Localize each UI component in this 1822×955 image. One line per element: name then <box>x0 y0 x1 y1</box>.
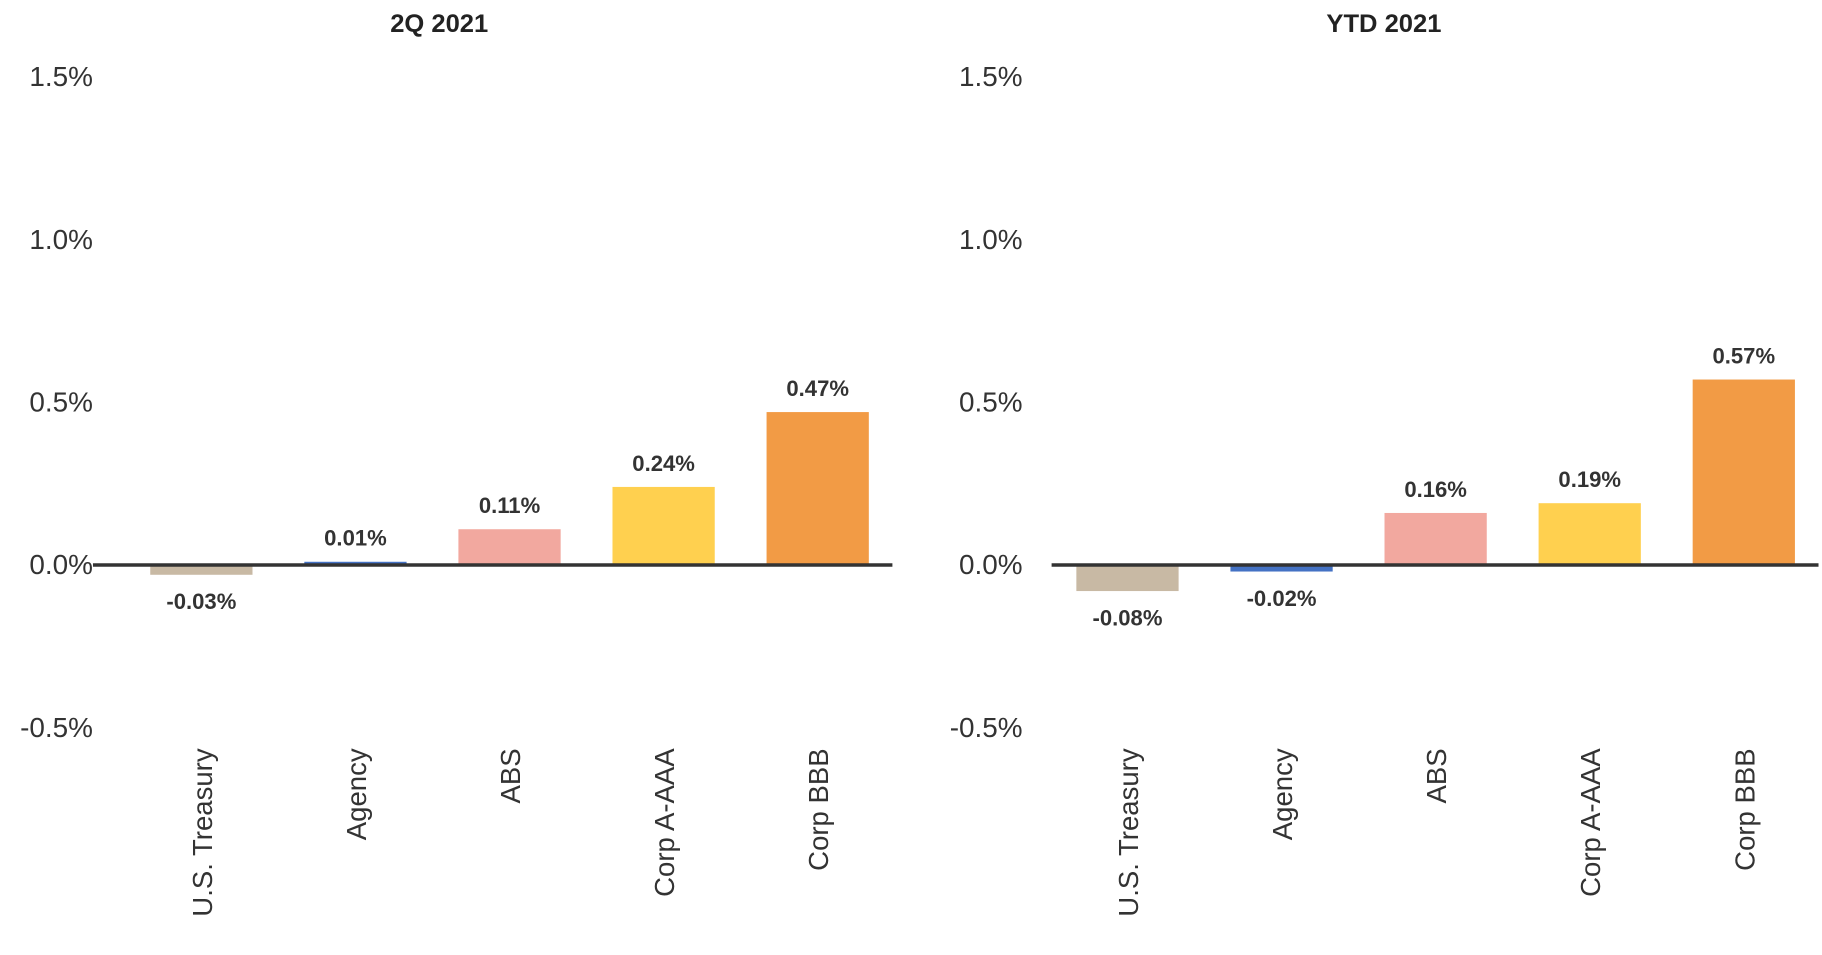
bar <box>1692 379 1795 566</box>
value-label: 0.16% <box>1404 477 1467 502</box>
y-tick-label: 0.0% <box>959 549 1023 580</box>
value-label: 0.19% <box>1558 467 1621 492</box>
chart-title: 2Q 2021 <box>390 10 488 38</box>
x-tick-label: Agency <box>1267 748 1298 840</box>
value-label: -0.03% <box>166 589 236 614</box>
y-tick-label: 1.0% <box>959 224 1023 255</box>
chart-title: YTD 2021 <box>1326 10 1441 38</box>
value-label: -0.08% <box>1093 606 1163 631</box>
bar <box>458 529 561 566</box>
y-tick-label: 0.0% <box>29 549 93 580</box>
value-label: 0.11% <box>479 493 540 518</box>
x-tick-label: ABS <box>1421 748 1452 803</box>
y-tick-label: -0.5% <box>20 712 93 743</box>
x-tick-label: Corp A-AAA <box>649 748 680 897</box>
y-tick-label: 1.5% <box>29 61 93 92</box>
x-tick-label: Corp A-AAA <box>1575 748 1606 897</box>
y-tick-label: 0.5% <box>959 387 1023 418</box>
bar <box>1538 503 1641 566</box>
x-tick-label: U.S. Treasury <box>1113 748 1144 916</box>
value-label: -0.02% <box>1247 586 1317 611</box>
x-tick-label: Corp BBB <box>1729 748 1760 870</box>
x-tick-label: Corp BBB <box>803 748 834 870</box>
bar <box>150 565 253 575</box>
y-tick-label: 1.5% <box>959 61 1023 92</box>
bar <box>1076 565 1179 592</box>
bar <box>1384 512 1487 566</box>
x-tick-label: ABS <box>495 748 526 803</box>
y-tick-label: 0.5% <box>29 387 93 418</box>
x-tick-label: Agency <box>341 748 372 840</box>
bar <box>612 486 715 566</box>
y-tick-label: 1.0% <box>29 224 93 255</box>
value-label: 0.01% <box>324 526 387 551</box>
bar <box>766 412 869 566</box>
bar <box>1230 565 1333 572</box>
y-tick-label: -0.5% <box>950 712 1023 743</box>
value-label: 0.57% <box>1713 344 1776 369</box>
value-label: 0.24% <box>632 451 695 476</box>
x-tick-label: U.S. Treasury <box>187 748 218 916</box>
value-label: 0.47% <box>786 376 849 401</box>
